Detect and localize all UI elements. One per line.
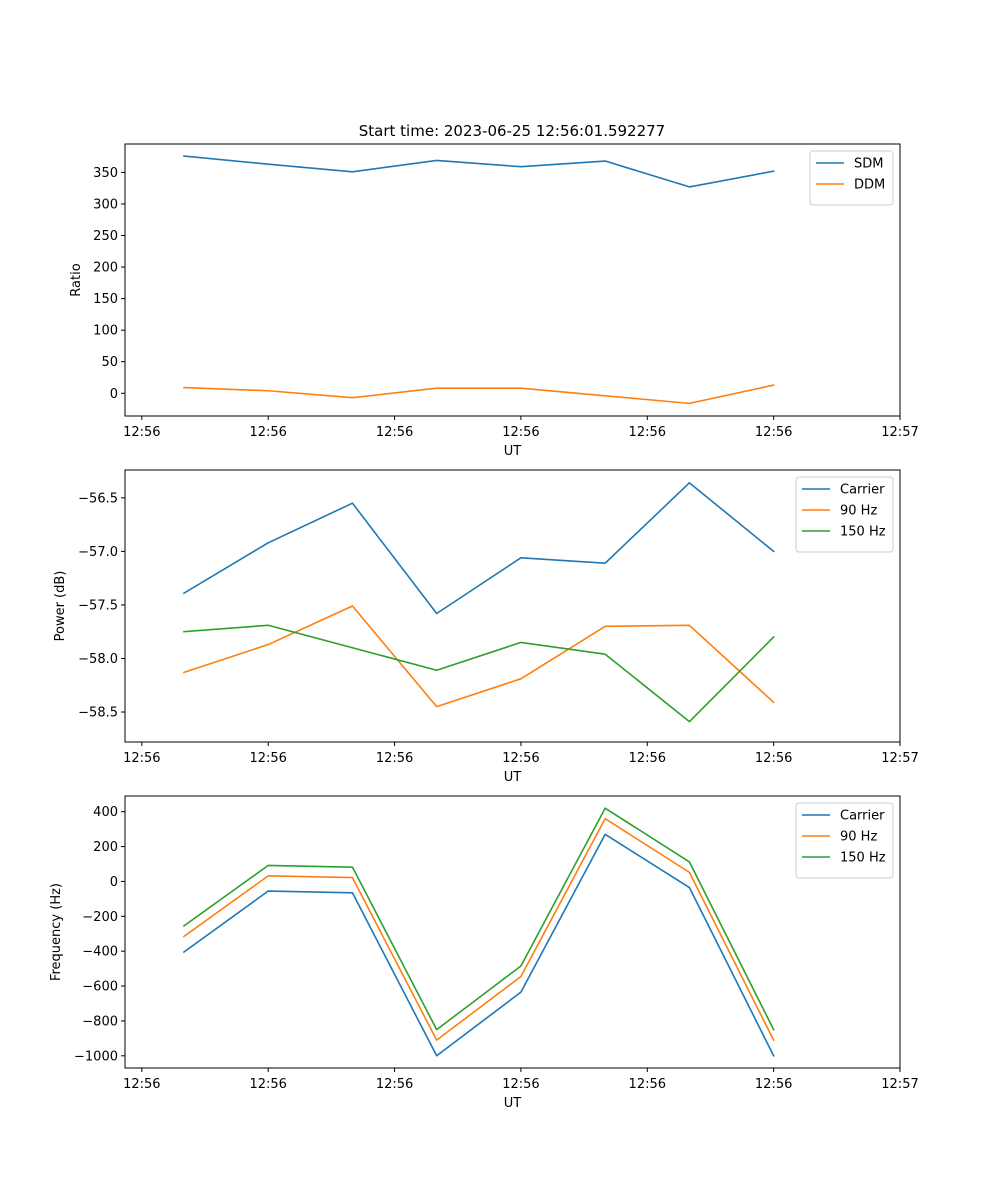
power-x-tick-label: 12:56: [123, 751, 160, 766]
frequency-x-tick-label: 12:56: [376, 1077, 413, 1092]
frequency-legend-label: 150 Hz: [840, 851, 886, 866]
frequency-x-axis-label: UT: [504, 1096, 522, 1111]
ratio-y-tick-label: 0: [110, 387, 118, 402]
frequency-x-tick-label: 12:56: [755, 1077, 792, 1092]
ratio-y-axis-label: Ratio: [69, 263, 84, 296]
power-y-tick-label: −58.0: [78, 652, 118, 667]
panel-ratio: 12:56 12:56 12:56 12:56 12:56 12:56 12:57 0 50 10…: [69, 143, 919, 459]
power-x-tick-label: 12:56: [376, 751, 413, 766]
ratio-legend-label: DDM: [854, 178, 885, 193]
power-legend-label: Carrier: [840, 483, 885, 498]
ratio-x-tick-label: 12:56: [376, 425, 413, 440]
frequency-axes-frame: [124, 795, 901, 1069]
ratio-series-ddm: [183, 384, 775, 405]
power-x-tick-label: 12:56: [249, 751, 286, 766]
ratio-y-tick-label: 350: [93, 166, 118, 181]
power-y-tick-label: −57.5: [78, 598, 118, 613]
power-series-90-hz: [182, 605, 775, 708]
ratio-y-tick-label: 150: [93, 292, 118, 307]
ratio-x-tick-label: 12:56: [755, 425, 792, 440]
frequency-y-tick-label: −1000: [74, 1049, 118, 1064]
power-x-axis-label: UT: [504, 770, 522, 785]
power-x-tick-label: 12:56: [629, 751, 666, 766]
ratio-x-tick-label: 12:57: [881, 425, 918, 440]
frequency-legend-label: 90 Hz: [840, 830, 877, 845]
power-x-tick-label: 12:56: [502, 751, 539, 766]
frequency-y-tick-label: −400: [82, 945, 118, 960]
power-series-carrier: [182, 482, 775, 615]
frequency-legend: [795, 802, 894, 879]
ratio-series-sdm: [183, 155, 775, 188]
ratio-y-tick-label: 200: [93, 261, 118, 276]
power-y-tick-label: −56.5: [78, 491, 118, 506]
ratio-y-tick-label: 300: [93, 197, 118, 212]
ratio-y-tick-label: 50: [101, 355, 118, 370]
frequency-y-tick-label: −600: [82, 980, 118, 995]
power-x-tick-label: 12:57: [881, 751, 918, 766]
frequency-series-carrier: [182, 833, 775, 1057]
power-y-tick-label: −58.5: [78, 706, 118, 721]
power-y-tick-label: −57.0: [78, 545, 118, 560]
chart-title: Start time: 2023-06-25 12:56:01.592277: [359, 122, 665, 140]
power-legend-label: 150 Hz: [840, 525, 886, 540]
panel-power: 12:56 12:56 12:56 12:56 12:56 12:56 12:57 −58.5…: [53, 469, 919, 785]
ratio-legend: [809, 150, 894, 206]
ratio-x-tick-label: 12:56: [249, 425, 286, 440]
frequency-x-tick-label: 12:56: [629, 1077, 666, 1092]
frequency-legend-label: Carrier: [840, 809, 885, 824]
frequency-x-tick-label: 12:56: [249, 1077, 286, 1092]
ratio-legend-label: SDM: [854, 157, 883, 172]
frequency-y-tick-label: 0: [110, 875, 118, 890]
panel-frequency: 12:56 12:56 12:56 12:56 12:56 12:56 12:57 −1000…: [49, 795, 919, 1111]
frequency-y-tick-label: −200: [82, 910, 118, 925]
power-axes-frame: [124, 469, 901, 743]
ratio-x-tick-label: 12:56: [629, 425, 666, 440]
power-series-150-hz: [183, 624, 775, 723]
ratio-x-tick-label: 12:56: [123, 425, 160, 440]
power-y-axis-label: Power (dB): [53, 571, 68, 642]
frequency-y-tick-label: 400: [93, 805, 118, 820]
ratio-x-axis-label: UT: [504, 444, 522, 459]
frequency-y-axis-label: Frequency (Hz): [49, 883, 64, 981]
frequency-y-tick-label: −800: [82, 1014, 118, 1029]
ratio-axes-frame: [124, 143, 901, 417]
power-legend-label: 90 Hz: [840, 504, 877, 519]
frequency-x-tick-label: 12:57: [881, 1077, 918, 1092]
frequency-x-tick-label: 12:56: [502, 1077, 539, 1092]
power-x-tick-label: 12:56: [755, 751, 792, 766]
frequency-series-150-hz: [182, 807, 775, 1031]
frequency-series-90-hz: [182, 817, 775, 1042]
ratio-y-tick-label: 100: [93, 324, 118, 339]
frequency-y-tick-label: 200: [93, 840, 118, 855]
ratio-y-tick-label: 250: [93, 229, 118, 244]
ratio-x-tick-label: 12:56: [502, 425, 539, 440]
power-legend: [795, 476, 894, 553]
frequency-x-tick-label: 12:56: [123, 1077, 160, 1092]
